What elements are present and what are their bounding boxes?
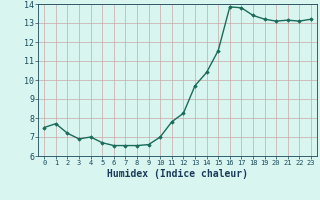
- X-axis label: Humidex (Indice chaleur): Humidex (Indice chaleur): [107, 169, 248, 179]
